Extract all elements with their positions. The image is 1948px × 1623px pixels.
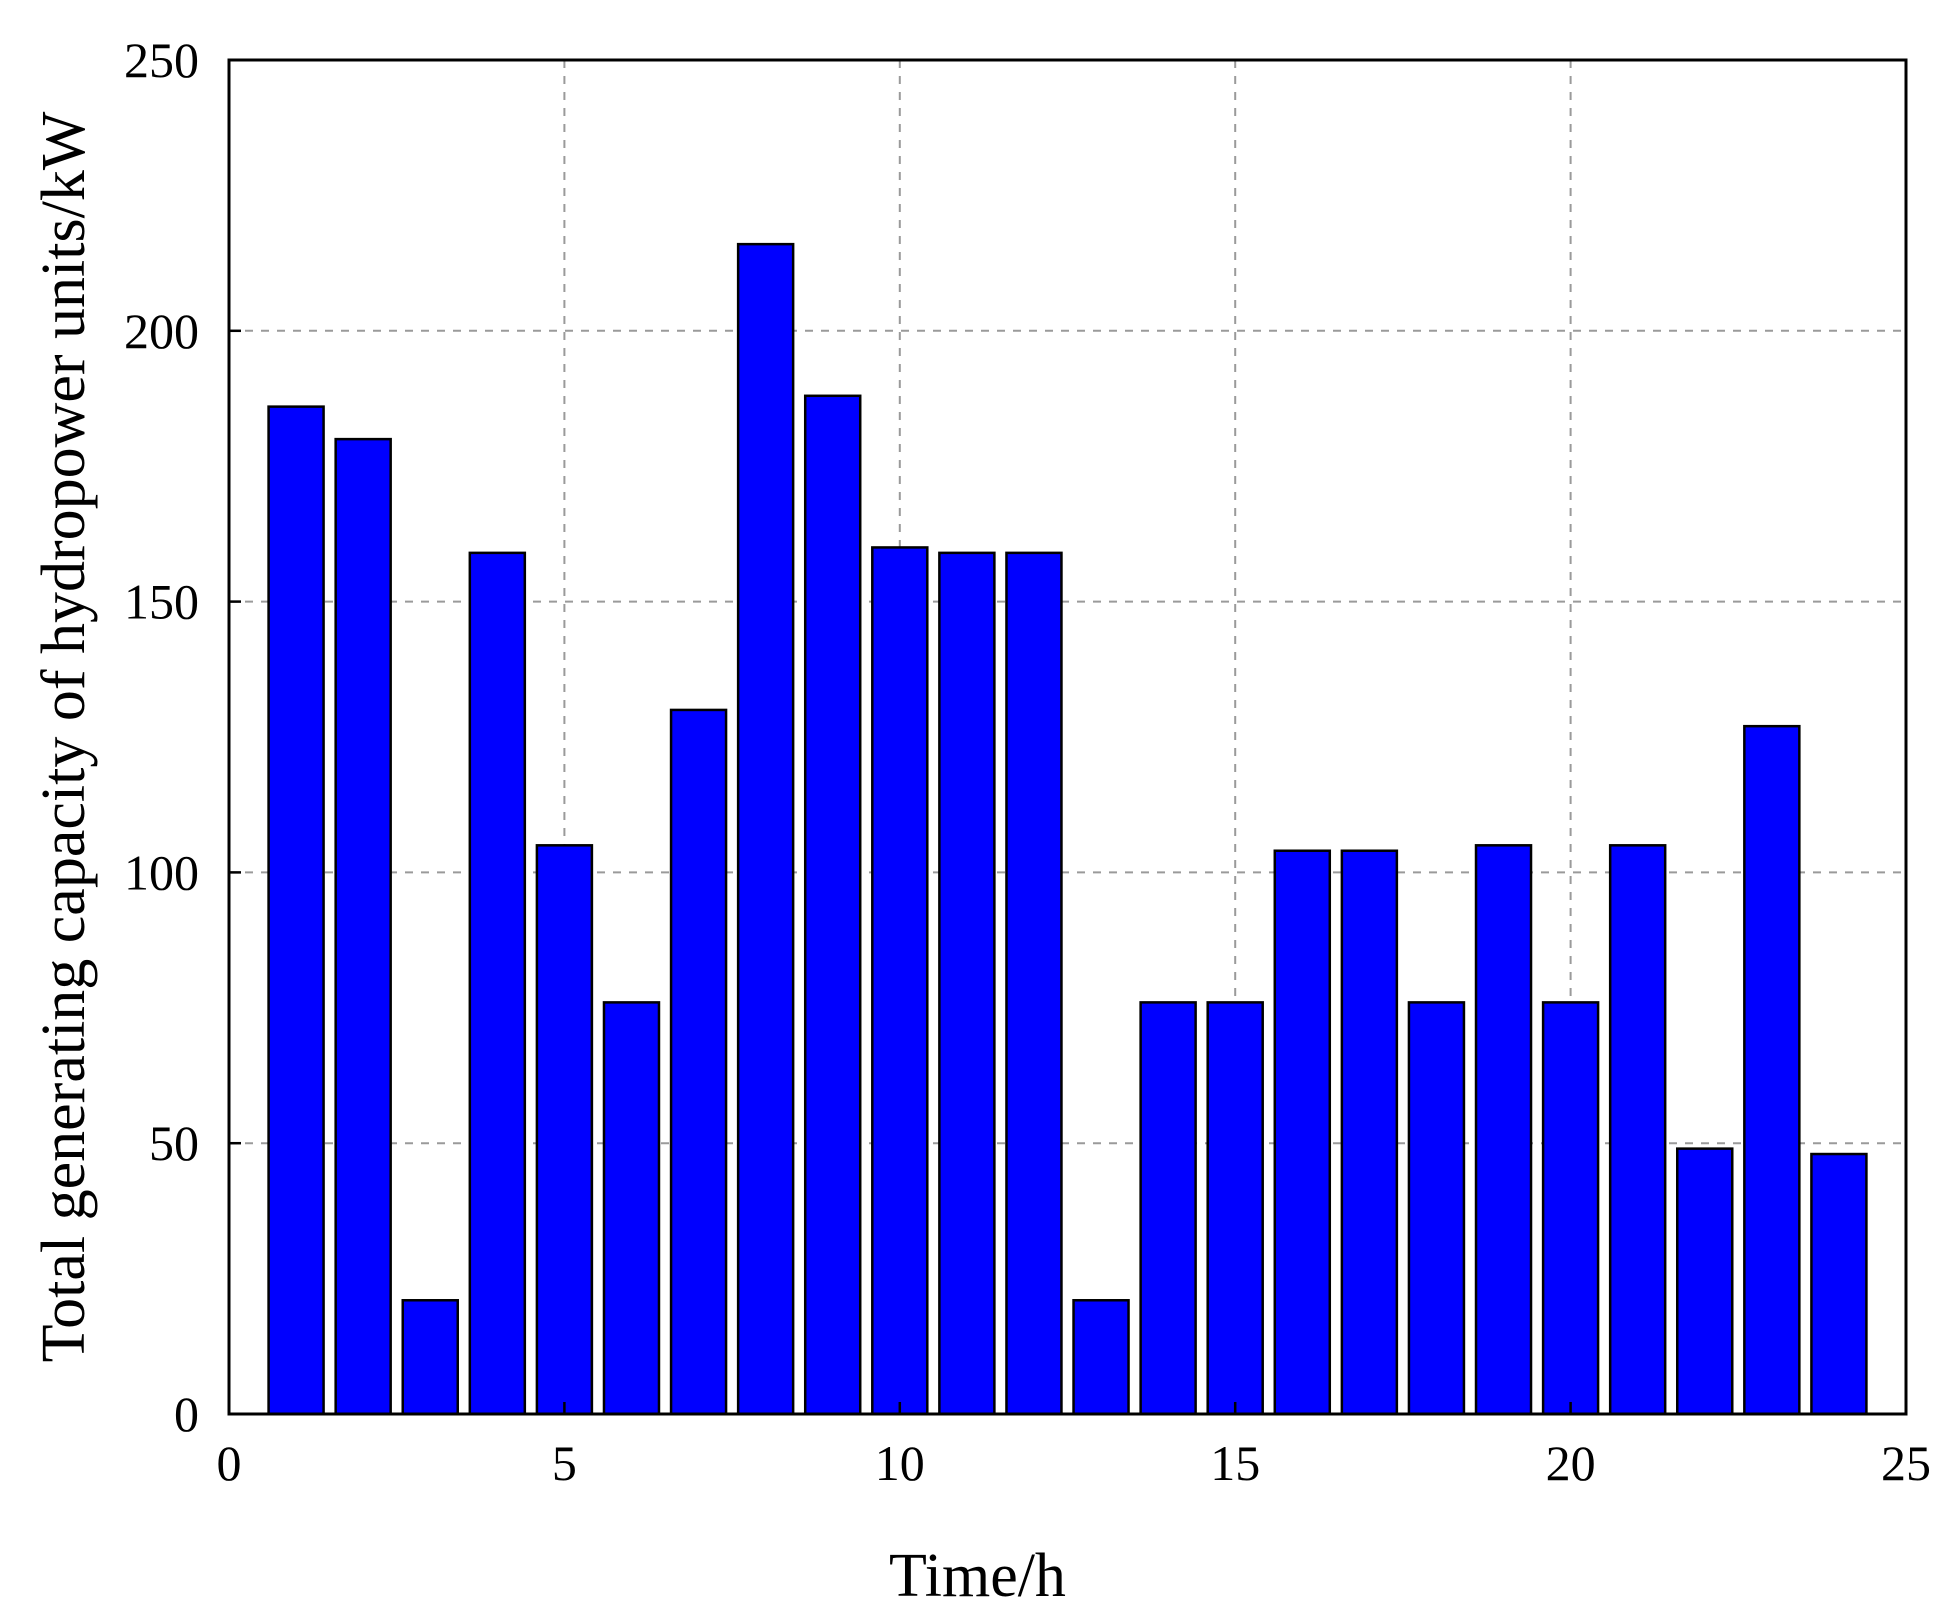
bar-11 (938, 551, 996, 1416)
x-tick-label-1: 5 (552, 1435, 577, 1491)
bar-8 (736, 242, 795, 1416)
bar-22 (1676, 1147, 1734, 1416)
x-axis-title: Time/h (889, 1542, 1066, 1610)
bar-2 (334, 437, 392, 1416)
bar-9 (803, 394, 862, 1416)
bar-12 (1005, 551, 1063, 1416)
bar-18 (1407, 1001, 1466, 1416)
bar-6 (602, 1001, 661, 1416)
bar-24 (1810, 1152, 1868, 1416)
y-axis-title: Total generating capacity of hydropower … (30, 111, 98, 1362)
bar-16 (1273, 849, 1332, 1416)
x-tick-labels: 0 5 10 15 20 25 (217, 1435, 1932, 1491)
bar-20 (1541, 1001, 1600, 1416)
x-tick-label-3: 15 (1210, 1435, 1260, 1491)
x-tick-label-2: 10 (875, 1435, 925, 1491)
bar-7 (669, 708, 728, 1416)
plot-frame (227, 58, 1908, 1416)
x-tick-label-4: 20 (1546, 1435, 1596, 1491)
y-tick-label-4: 200 (124, 303, 199, 359)
bar-5 (535, 844, 594, 1416)
y-tick-label-2: 100 (124, 844, 199, 900)
bar-21 (1608, 844, 1667, 1416)
bar-3 (401, 1299, 459, 1416)
bar-19 (1474, 844, 1533, 1416)
bar-13 (1072, 1299, 1130, 1416)
bar-17 (1340, 849, 1399, 1416)
bar-15 (1206, 1001, 1264, 1416)
y-tick-label-0: 0 (174, 1386, 199, 1442)
y-tick-label-1: 50 (149, 1115, 199, 1171)
x-tick-label-5: 25 (1881, 1435, 1931, 1491)
y-tick-label-5: 250 (124, 32, 199, 88)
y-tick-labels: 0 50 100 150 200 250 (124, 32, 199, 1442)
bars (267, 242, 1868, 1416)
bar-10 (871, 546, 929, 1416)
bar-23 (1743, 724, 1801, 1416)
bar-1 (267, 405, 325, 1416)
x-tick-label-0: 0 (217, 1435, 242, 1491)
tick-marks (227, 58, 1908, 1416)
bar-14 (1139, 1001, 1197, 1416)
y-tick-label-3: 150 (124, 574, 199, 630)
bar-4 (468, 551, 527, 1416)
